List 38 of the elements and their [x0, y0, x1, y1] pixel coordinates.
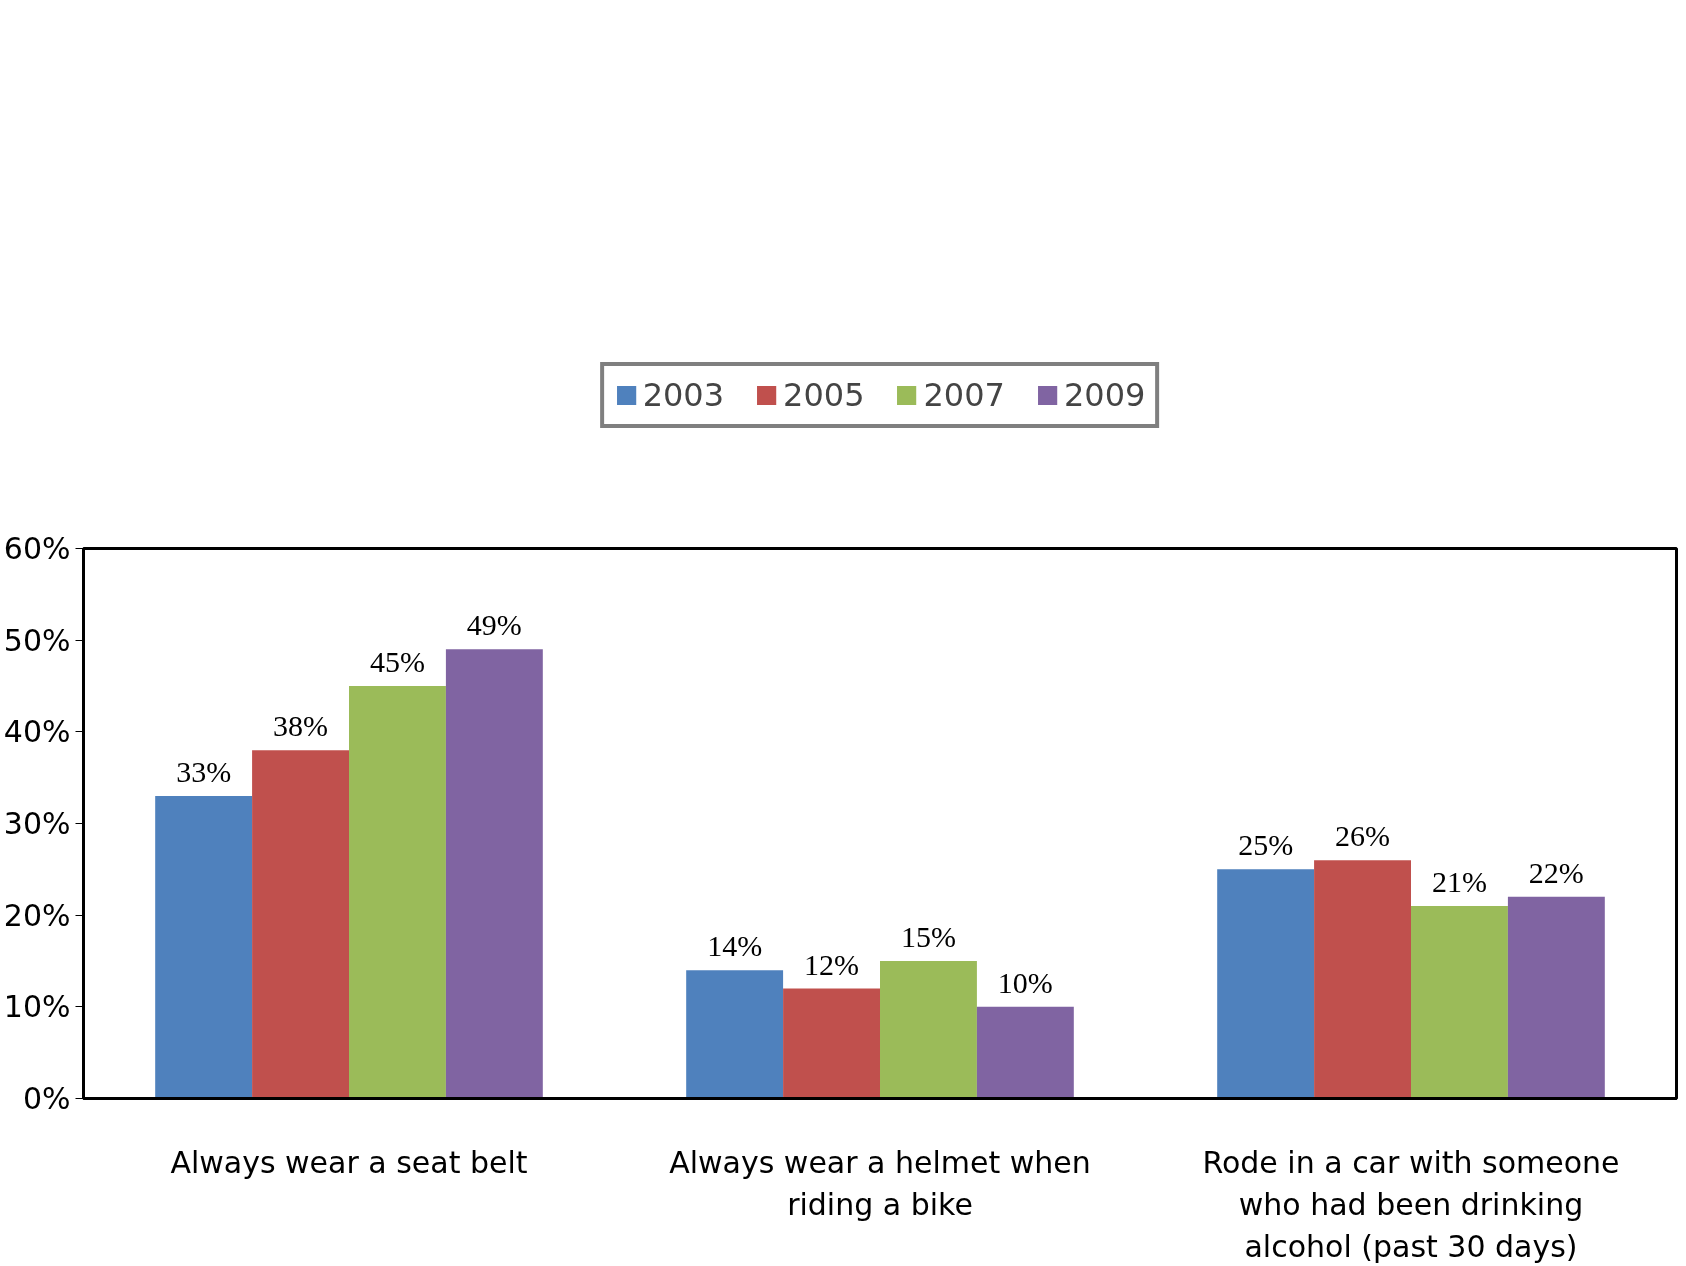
bar [686, 970, 784, 1099]
legend-label: 2007 [923, 375, 1005, 414]
bar [976, 1006, 1074, 1099]
bar [155, 796, 253, 1099]
data-label: 21% [1431, 865, 1487, 898]
y-tick-label: 60% [3, 531, 71, 566]
bar [1217, 869, 1315, 1099]
y-tick-label: 0% [22, 1081, 71, 1116]
y-tick-label: 40% [3, 714, 71, 750]
bar [1314, 860, 1411, 1099]
bar [349, 686, 446, 1099]
data-label: 14% [707, 929, 763, 963]
x-tick-label: Always wear a helmet when riding a bike [669, 1144, 1091, 1222]
x-tick-label: Rode in a car with someone who had been drinking alcohol (past 30 days) [1202, 1144, 1620, 1264]
bar [252, 750, 349, 1099]
x-tick-label: Always wear a seat belt [170, 1144, 528, 1180]
bar [880, 961, 977, 1099]
data-label: 33% [176, 755, 232, 788]
data-label: 49% [466, 608, 522, 642]
legend-label: 2009 [1063, 375, 1146, 414]
bar [783, 988, 880, 1099]
bar [445, 649, 543, 1099]
data-label: 38% [273, 709, 329, 743]
data-label: 25% [1238, 828, 1294, 862]
data-label: 22% [1528, 855, 1584, 889]
legend-label: 2003 [642, 375, 725, 414]
y-tick-label: 20% [3, 897, 71, 933]
data-label: 15% [900, 920, 956, 953]
data-label: 45% [369, 645, 425, 678]
bar [1411, 906, 1508, 1099]
bar [1507, 896, 1605, 1099]
y-tick-label: 10% [3, 989, 71, 1025]
legend-label: 2005 [783, 375, 865, 414]
data-label: 10% [997, 965, 1053, 999]
y-tick-label: 30% [3, 806, 71, 841]
y-tick-label: 50% [3, 622, 71, 658]
data-label: 12% [804, 947, 860, 981]
data-label: 26% [1335, 819, 1391, 853]
